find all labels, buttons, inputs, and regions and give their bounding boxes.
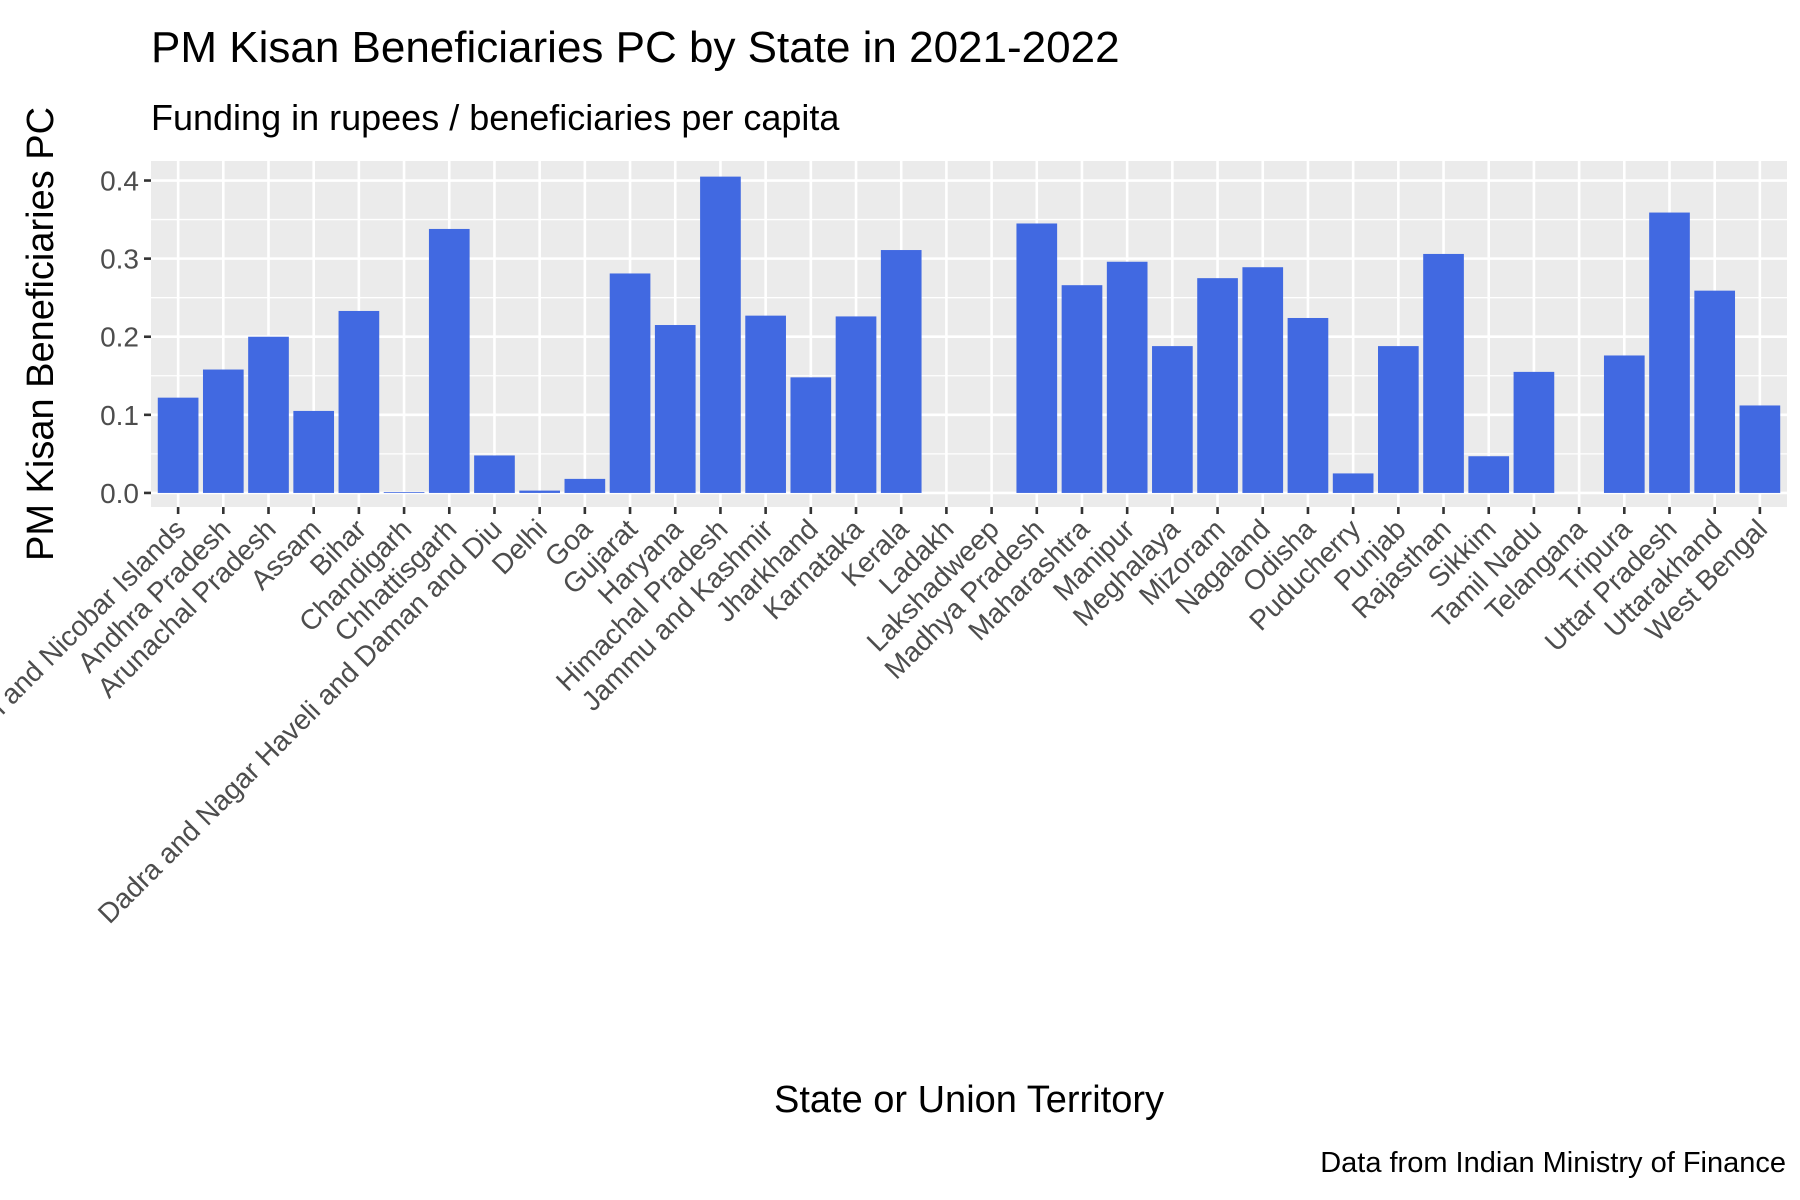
bar <box>1513 371 1555 493</box>
bar <box>1242 267 1284 493</box>
bars <box>157 176 1781 493</box>
bar <box>1152 346 1193 493</box>
bar <box>1332 473 1374 493</box>
chart-title: PM Kisan Beneficiaries PC by State in 20… <box>151 23 1120 72</box>
bar <box>1649 212 1690 493</box>
y-tick-label: 0.4 <box>100 166 139 197</box>
bar <box>157 397 199 493</box>
bar <box>654 325 696 493</box>
bar <box>1423 253 1464 493</box>
bar <box>835 316 877 493</box>
bar <box>519 490 560 493</box>
bar <box>1603 355 1645 493</box>
bar <box>700 176 741 493</box>
y-axis: 0.0 0.1 0.2 0.3 0.4 <box>100 166 151 509</box>
y-tick-label: 0.3 <box>100 244 139 275</box>
bar <box>1016 223 1058 493</box>
bar <box>790 377 832 493</box>
bar <box>1694 290 1736 493</box>
bar <box>293 410 335 493</box>
y-tick-label: 0.1 <box>100 400 139 431</box>
chart-subtitle: Funding in rupees / beneficiaries per ca… <box>151 97 840 138</box>
bar <box>1287 317 1329 493</box>
bar <box>1197 278 1238 493</box>
bar <box>880 250 922 493</box>
bar <box>1378 346 1419 493</box>
bar <box>428 228 470 493</box>
bar <box>1061 285 1103 493</box>
chart-caption: Data from Indian Ministry of Finance <box>1320 1147 1786 1179</box>
bar <box>474 455 515 493</box>
bar <box>1106 261 1148 493</box>
x-axis-title: State or Union Territory <box>774 1079 1164 1121</box>
bar <box>202 369 244 493</box>
bar <box>338 310 380 493</box>
y-tick-label: 0.0 <box>100 478 139 509</box>
bar <box>1468 456 1510 493</box>
bar <box>745 315 786 493</box>
y-tick-label: 0.2 <box>100 322 139 353</box>
bar <box>383 492 425 493</box>
bar <box>609 273 651 493</box>
bar <box>564 478 606 493</box>
bar <box>1739 405 1781 493</box>
y-axis-title: PM Kisan Beneficiaries PC <box>20 107 62 561</box>
bar <box>248 336 289 493</box>
